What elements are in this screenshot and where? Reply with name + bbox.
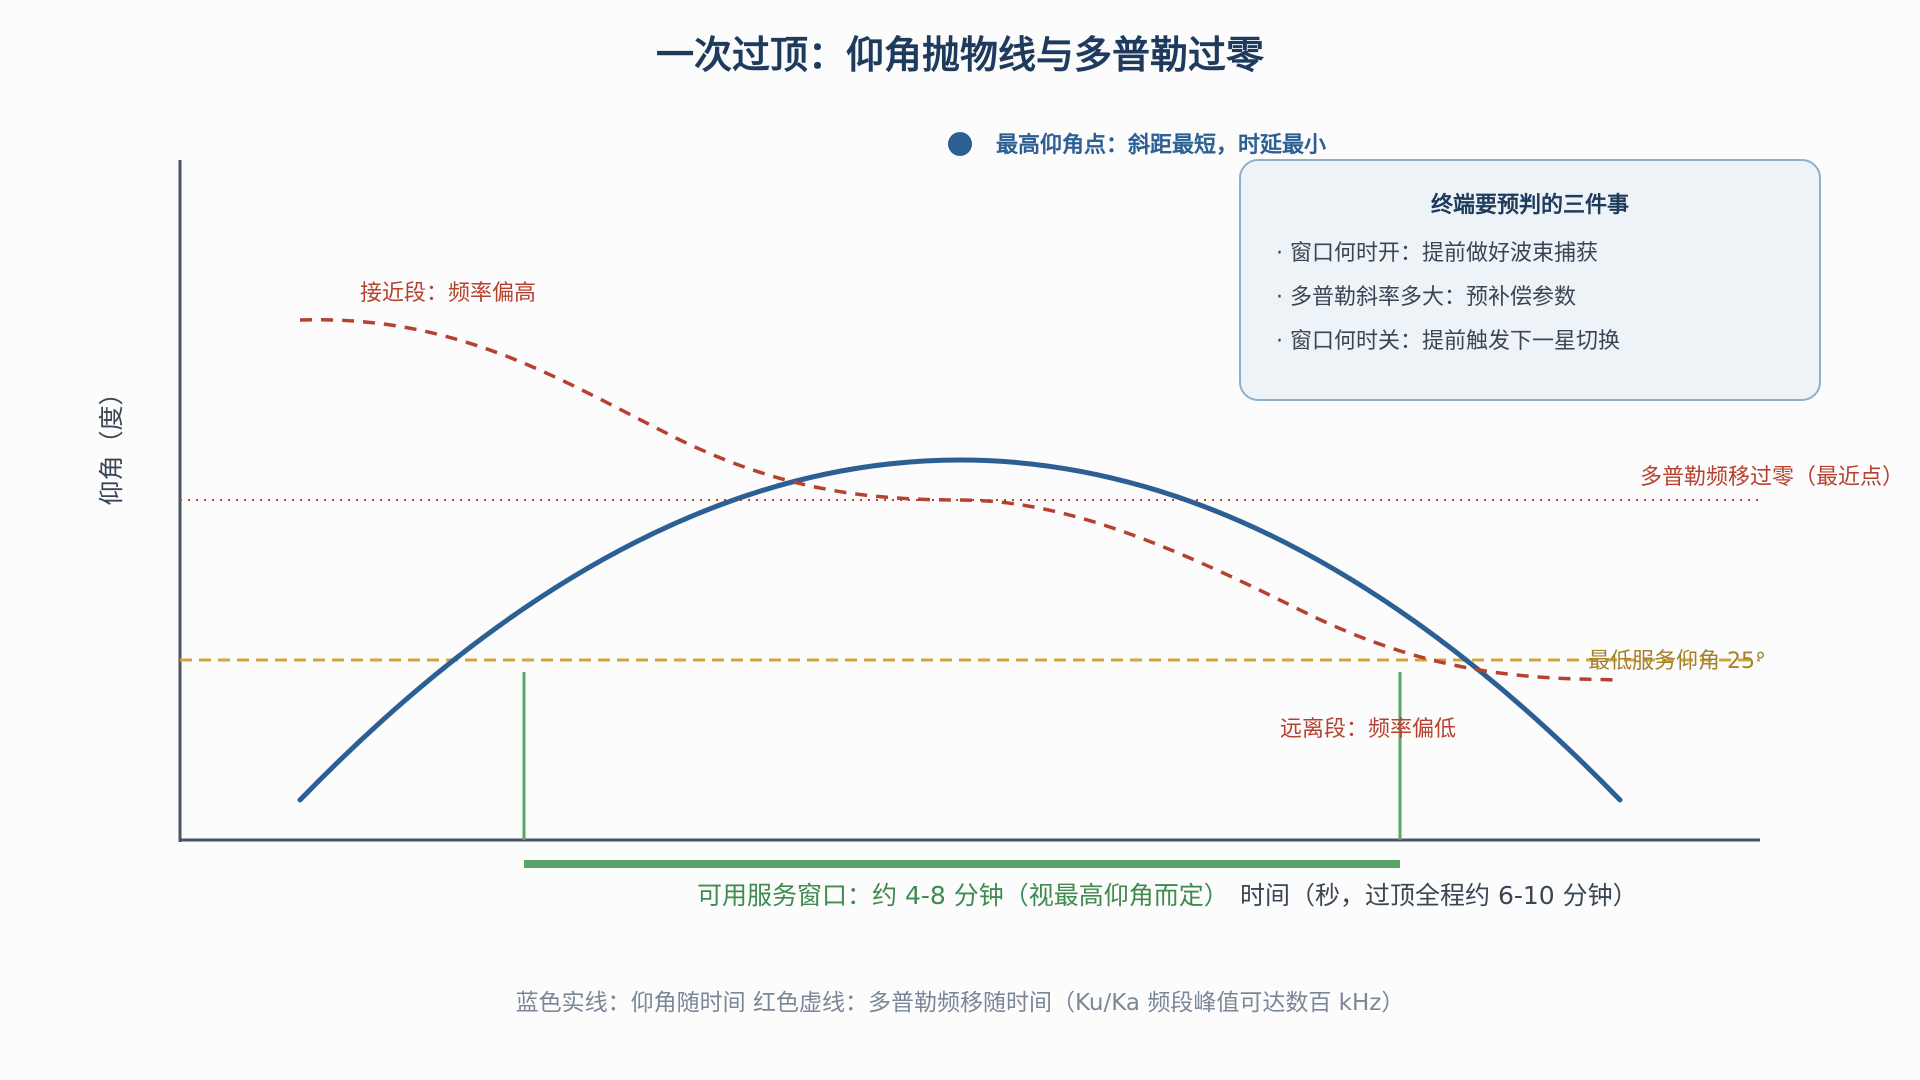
- peak-point-marker: [948, 132, 972, 156]
- caption: 蓝色实线：仰角随时间 红色虚线：多普勒频移随时间（Ku/Ka 频段峰值可达数百 …: [516, 990, 1405, 1016]
- recede-label: 远离段：频率偏低: [1280, 717, 1456, 742]
- y-axis-label: 仰角（度）: [97, 380, 126, 505]
- doppler-zero-label: 多普勒频移过零（最近点）: [1640, 465, 1904, 490]
- info-box-title: 终端要预判的三件事: [1431, 192, 1629, 218]
- elevation-curve: [297, 457, 1623, 803]
- x-axis-label: 时间（秒，过顶全程约 6-10 分钟）: [1240, 881, 1638, 910]
- peak-point-label: 最高仰角点：斜距最短，时延最小: [996, 132, 1326, 158]
- info-box: 终端要预判的三件事 · 窗口何时开：提前做好波束捕获 · 多普勒斜率多大：预补偿…: [1239, 159, 1821, 401]
- min-elevation-label: 最低服务仰角 25°: [1588, 649, 1766, 674]
- info-box-item: · 窗口何时关：提前触发下一星切换: [1276, 329, 1620, 354]
- info-box-item: · 多普勒斜率多大：预补偿参数: [1276, 285, 1576, 310]
- info-box-item: · 窗口何时开：提前做好波束捕获: [1276, 241, 1598, 266]
- service-window-label: 可用服务窗口：约 4-8 分钟（视最高仰角而定）: [697, 881, 1229, 910]
- info-box-panel: [1239, 159, 1821, 401]
- doppler-curve: [299, 318, 1621, 682]
- approach-label: 接近段：频率偏高: [360, 281, 536, 306]
- diagram-title: 一次过顶：仰角抛物线与多普勒过零: [656, 33, 1265, 77]
- service-window-bar: [524, 860, 1400, 868]
